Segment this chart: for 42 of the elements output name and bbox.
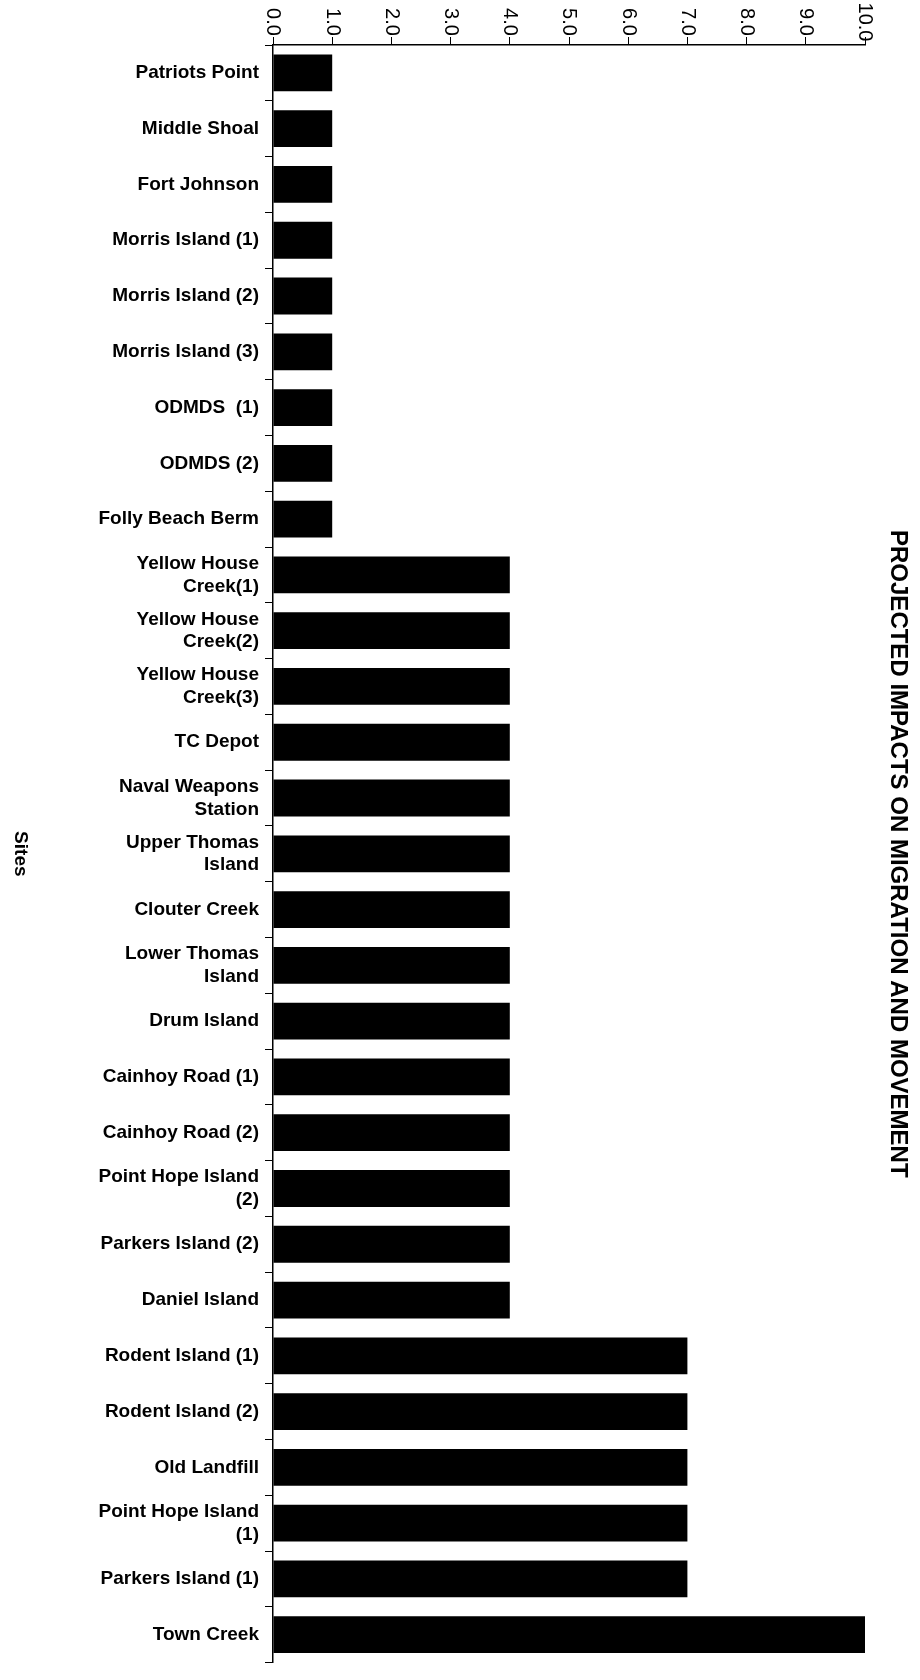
x-tick-label: 4.0	[500, 8, 523, 36]
y-tick-label: Clouter Creek	[134, 897, 260, 919]
y-tick-label: TC Depot	[174, 730, 260, 752]
y-axis-title: Sites	[10, 831, 32, 877]
y-tick-label: Morris Island (1)	[112, 228, 259, 250]
x-tick-label: 1.0	[322, 8, 345, 36]
y-tick-label: Rodent Island (2)	[104, 1399, 259, 1421]
text: PROJECTED IMPACTS ON MIGRATION AND MOVEMENT	[886, 530, 914, 1178]
y-tick-label: Parkers Island (2)	[100, 1232, 259, 1254]
y-tick-label: Point Hope Island (2)	[98, 1165, 259, 1210]
y-tick-label: Folly Beach Berm	[98, 507, 259, 529]
x-tick-label: 2.0	[381, 8, 404, 36]
y-tick-label: ODMDS (2)	[159, 451, 259, 473]
y-tick-label: Yellow House Creek(1)	[136, 551, 259, 596]
y-tick-label: Drum Island	[149, 1009, 259, 1031]
y-tick-label: Fort Johnson	[137, 172, 259, 194]
x-tick-label: 6.0	[618, 8, 641, 36]
y-tick-label: Morris Island (2)	[112, 284, 259, 306]
y-tick-label: ODMDS (1)	[154, 395, 259, 417]
x-tick-label: 5.0	[559, 8, 582, 36]
y-tick-label: Rodent Island (1)	[104, 1344, 259, 1366]
y-tick-label: Yellow House Creek(3)	[136, 663, 259, 708]
x-tick-label: 7.0	[677, 8, 700, 36]
y-tick-label: Town Creek	[152, 1622, 260, 1644]
y-tick-label: Point Hope Island (1)	[98, 1499, 259, 1544]
y-tick-label: Yellow House Creek(2)	[136, 607, 259, 652]
y-tick-label: Upper Thomas Island	[125, 830, 259, 875]
y-tick-label: Naval Weapons Station	[118, 774, 259, 819]
y-tick-label: Cainhoy Road (2)	[102, 1120, 259, 1142]
y-tick-label: Cainhoy Road (1)	[102, 1065, 259, 1087]
y-tick-label: Old Landfill	[154, 1455, 259, 1477]
y-tick-label: Parkers Island (1)	[100, 1567, 259, 1589]
x-tick-label: 0.0	[263, 8, 286, 36]
y-tick-label: Middle Shoal	[141, 116, 259, 138]
x-tick-label: 3.0	[441, 8, 464, 36]
x-tick-label: 8.0	[737, 8, 760, 36]
y-tick-label: Lower Thomas Island	[124, 942, 259, 986]
y-tick-label: Daniel Island	[141, 1288, 259, 1310]
y-tick-label: Patriots Point	[135, 61, 260, 83]
x-tick-label: 9.0	[796, 8, 819, 36]
y-tick-label: Morris Island (3)	[112, 340, 259, 362]
x-tick-label: 10.0	[855, 2, 878, 42]
